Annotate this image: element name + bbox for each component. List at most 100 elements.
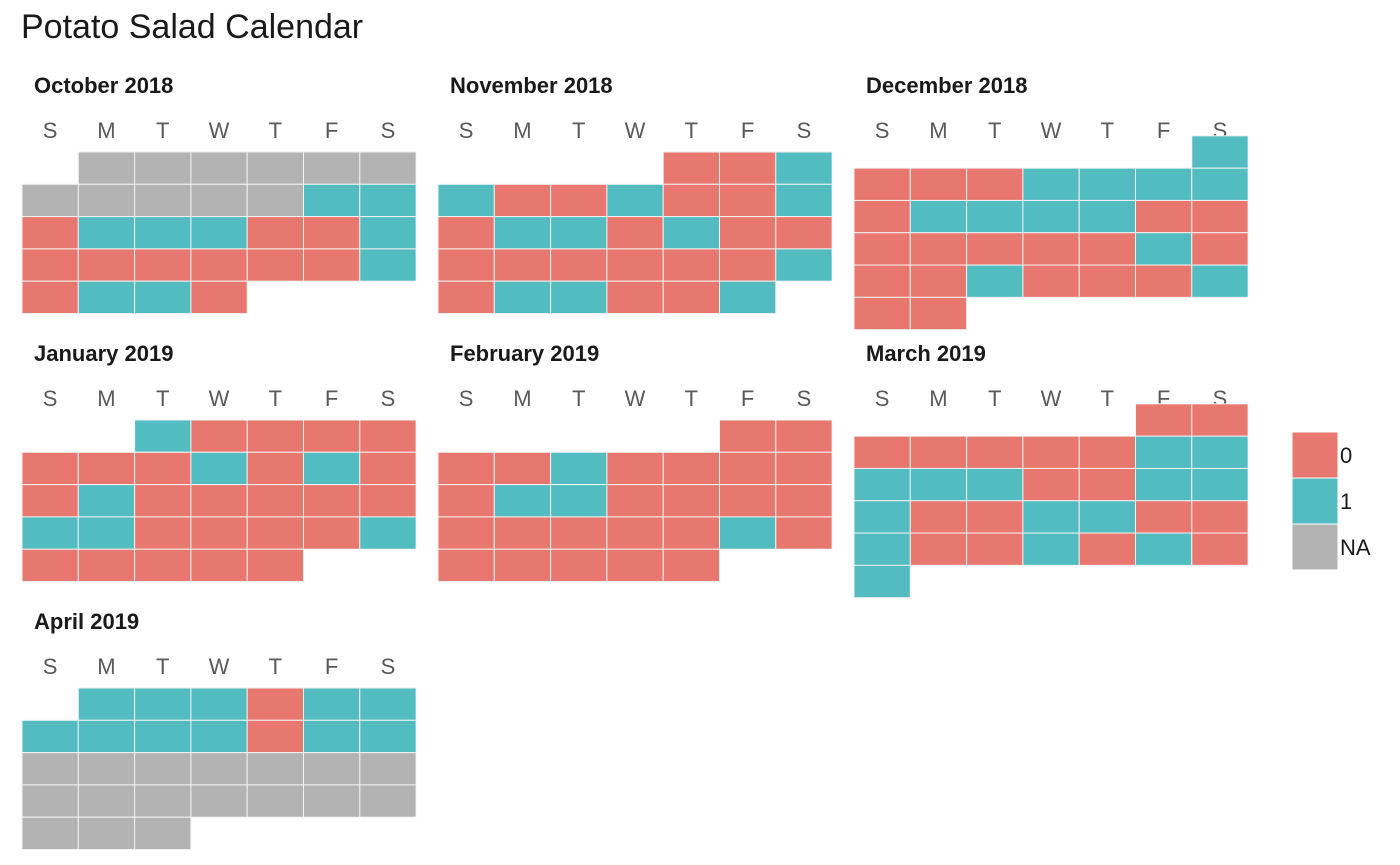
day-cell — [1135, 199, 1193, 234]
day-cell — [359, 719, 417, 754]
day-cell — [493, 516, 552, 550]
day-cell — [246, 687, 304, 721]
day-cell — [21, 248, 79, 282]
legend-label: NA — [1340, 535, 1371, 560]
day-cell — [719, 216, 777, 250]
day-cell — [1135, 232, 1193, 266]
day-cell — [437, 548, 495, 583]
day-cell — [493, 248, 552, 282]
day-cell — [77, 183, 136, 218]
day-cell — [493, 548, 552, 583]
day-cell — [1078, 199, 1136, 234]
day-cell — [359, 419, 417, 453]
day-cell — [606, 484, 664, 518]
weekday-label: T — [1101, 386, 1114, 411]
day-cell — [134, 451, 192, 486]
weekday-label: W — [1041, 118, 1062, 143]
day-cell — [303, 248, 361, 282]
day-cell — [550, 484, 608, 518]
day-cell — [21, 484, 79, 518]
day-cell — [190, 183, 248, 218]
day-cell — [190, 548, 248, 583]
month-title: January 2019 — [34, 341, 173, 366]
day-cell — [77, 248, 136, 282]
day-cell — [246, 151, 304, 185]
day-cell — [437, 484, 495, 518]
day-cell — [1191, 403, 1249, 437]
day-cell — [359, 248, 417, 282]
day-cell — [1191, 232, 1249, 266]
weekday-label: W — [209, 118, 230, 143]
day-cell — [134, 687, 192, 721]
month-title: April 2019 — [34, 609, 139, 634]
day-cell — [303, 516, 361, 550]
day-cell — [77, 548, 136, 583]
weekday-label: T — [269, 118, 282, 143]
day-cell — [853, 467, 911, 502]
day-cell — [134, 183, 192, 218]
day-cell — [77, 687, 136, 721]
day-cell — [909, 467, 968, 502]
day-cell — [303, 784, 361, 818]
day-cell — [1022, 435, 1080, 469]
day-cell — [662, 516, 721, 550]
day-cell — [909, 435, 968, 469]
weekday-label: S — [43, 386, 58, 411]
day-cell — [303, 752, 361, 786]
day-cell — [606, 548, 664, 583]
weekday-label: M — [929, 386, 947, 411]
weekday-label: M — [97, 654, 115, 679]
day-cell — [1191, 264, 1249, 298]
day-cell — [966, 264, 1024, 298]
weekday-label: T — [572, 118, 585, 143]
day-cell — [550, 248, 608, 282]
day-cell — [190, 280, 248, 315]
day-cell — [303, 216, 361, 250]
day-cell — [190, 719, 248, 754]
day-cell — [909, 532, 968, 566]
day-cell — [1022, 467, 1080, 502]
weekday-label: F — [325, 118, 338, 143]
day-cell — [21, 784, 79, 818]
weekday-label: F — [1157, 118, 1170, 143]
weekday-label: F — [741, 118, 754, 143]
day-cell — [606, 248, 664, 282]
day-cell — [1022, 167, 1080, 201]
month-panel: October 2018 S M T W T F S — [21, 73, 417, 315]
month-panel: November 2018 S M T W T F S — [437, 73, 833, 315]
weekday-label: W — [1041, 386, 1062, 411]
day-cell — [21, 752, 79, 786]
day-cell — [1135, 435, 1193, 469]
day-cell — [246, 719, 304, 754]
day-cell — [966, 232, 1024, 266]
day-cell — [246, 784, 304, 818]
day-cell — [1022, 532, 1080, 566]
month-panel: February 2019 S M T W T F S — [437, 341, 833, 583]
month-title: March 2019 — [866, 341, 986, 366]
day-cell — [493, 183, 552, 218]
month-title: November 2018 — [450, 73, 613, 98]
weekday-label: S — [875, 386, 890, 411]
day-cell — [1191, 467, 1249, 502]
day-cell — [134, 216, 192, 250]
month-title: December 2018 — [866, 73, 1027, 98]
weekday-label: T — [156, 118, 169, 143]
day-cell — [303, 151, 361, 185]
day-cell — [1135, 467, 1193, 502]
day-cell — [853, 532, 911, 566]
day-cell — [21, 516, 79, 550]
day-cell — [550, 451, 608, 486]
day-cell — [246, 484, 304, 518]
day-cell — [853, 264, 911, 298]
day-cell — [190, 419, 248, 453]
day-cell — [853, 564, 911, 599]
weekday-label: M — [97, 118, 115, 143]
day-cell — [190, 451, 248, 486]
day-cell — [21, 548, 79, 583]
legend-swatch — [1291, 431, 1339, 479]
day-cell — [190, 484, 248, 518]
day-cell — [775, 151, 833, 185]
day-cell — [190, 151, 248, 185]
weekday-label: S — [381, 654, 396, 679]
